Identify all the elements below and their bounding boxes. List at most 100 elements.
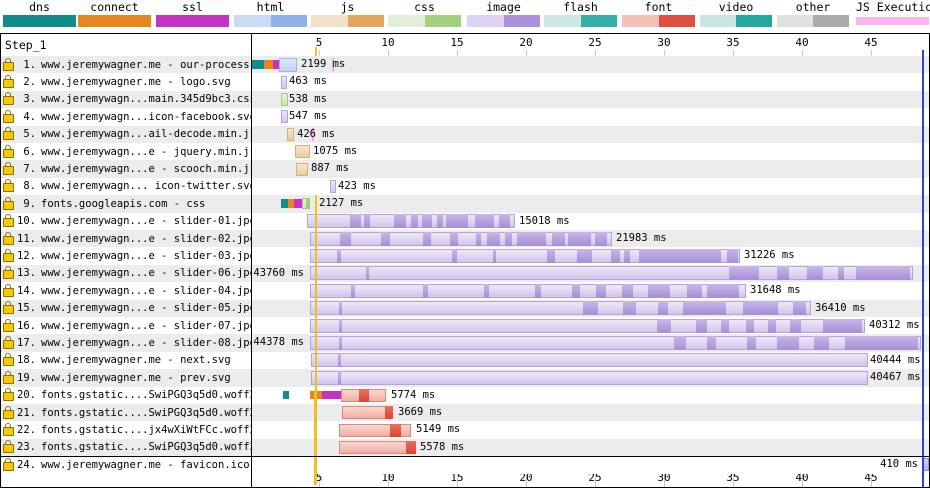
request-row[interactable]: 22. fonts.gstatic....jx4wXiWtFCc.woff2 <box>1 421 251 439</box>
request-row[interactable]: 18. www.jeremywagner.me - next.svg <box>1 351 251 370</box>
phase-segment-imgD <box>814 336 830 351</box>
waterfall-row[interactable]: 538 ms <box>252 90 929 109</box>
request-row[interactable]: 14. www.jeremywagn...e - slider-04.jpg <box>1 282 251 300</box>
phase-segment-font <box>339 440 416 454</box>
phase-segment-imgD <box>656 318 671 333</box>
request-url-label: fonts.gstatic....jx4wXiWtFCc.woff2 <box>41 424 251 437</box>
waterfall-row[interactable]: 5578 ms <box>252 438 929 457</box>
waterfall-row[interactable]: 40312 ms <box>252 317 929 335</box>
request-number: 15. <box>17 302 36 315</box>
phase-segment-imgD <box>571 283 581 298</box>
request-time-label: 44378 ms <box>253 336 304 349</box>
axis-tick-label-bottom: 45 <box>864 471 878 484</box>
request-time-label: 5149 ms <box>416 423 461 436</box>
legend-swatch-light <box>467 15 504 27</box>
request-row[interactable]: 11. www.jeremywagn...e - slider-02.jpg <box>1 230 251 248</box>
waterfall-row[interactable]: 887 ms <box>252 160 929 178</box>
waterfall-row[interactable]: 21983 ms <box>252 230 929 248</box>
request-number: 19. <box>17 371 36 384</box>
waterfall-row[interactable]: 44378 ms <box>252 334 929 352</box>
waterfall-row[interactable]: 43760 ms <box>252 264 929 283</box>
lock-icon <box>3 75 14 89</box>
legend-item-label: html <box>256 0 285 14</box>
request-row[interactable]: 23. fonts.gstatic....SwiPGQ3q5d0.woff2 <box>1 438 251 457</box>
waterfall-row[interactable]: 5149 ms <box>252 421 929 439</box>
waterfall-row[interactable]: 547 ms <box>252 108 929 126</box>
request-row[interactable]: 13. www.jeremywagn...e - slider-06.jpg <box>1 264 251 283</box>
request-url-label: www.jeremywagn...e - slider-08.jpg <box>41 337 251 350</box>
waterfall-row[interactable]: 15018 ms <box>252 212 929 230</box>
lock-icon <box>3 440 14 454</box>
request-row[interactable]: 3. www.jeremywagn...main.345d9bc3.css <box>1 90 251 109</box>
phase-segment-imgD <box>823 318 863 333</box>
phase-segment-imgD <box>837 266 844 281</box>
phase-segment-imgD <box>746 336 757 351</box>
request-time-label: 5774 ms <box>391 388 436 401</box>
waterfall-row[interactable]: 426 ms <box>252 125 929 143</box>
waterfall-row[interactable]: 31648 ms <box>252 282 929 300</box>
legend-item-label: video <box>718 0 754 14</box>
phase-segment-imgD <box>727 249 738 264</box>
phase-segment-imgD <box>499 214 510 229</box>
request-row[interactable]: 2. www.jeremywagner.me - logo.svg <box>1 73 251 91</box>
js-execution-tick <box>332 58 334 72</box>
phase-segment-imgD <box>337 353 341 368</box>
phase-segment-ssl <box>322 391 341 400</box>
legend-item-video: video <box>700 0 772 28</box>
request-number: 16. <box>17 319 36 332</box>
axis-tick-label-top: 40 <box>795 36 809 49</box>
legend-bar: dns connect ssl html js css image flash font vide… <box>0 0 930 32</box>
waterfall-row[interactable]: 463 ms <box>252 73 929 91</box>
waterfall-row[interactable]: 2199 ms <box>252 56 929 74</box>
request-time-label: 463 ms <box>289 75 327 88</box>
legend-item-ssl: ssl <box>156 0 229 28</box>
request-row[interactable]: 15. www.jeremywagn...e - slider-05.jpg <box>1 299 251 317</box>
waterfall-row[interactable]: 2127 ms <box>252 195 929 213</box>
request-row[interactable]: 20. fonts.gstatic....SwiPGQ3q5d0.woff2 <box>1 386 251 404</box>
request-row[interactable]: 4. www.jeremywagn...icon-facebook.svg <box>1 108 251 126</box>
request-row[interactable]: 19. www.jeremywagner.me - prev.svg <box>1 369 251 387</box>
request-row[interactable]: 12. www.jeremywagn...e - slider-03.jpg <box>1 247 251 265</box>
request-row[interactable]: 6. www.jeremywagn...e - jquery.min.js <box>1 143 251 161</box>
legend-swatch-light <box>777 15 813 27</box>
request-url-label: www.jeremywagn...e - slider-07.jpg <box>41 319 251 332</box>
request-number: 8. <box>23 180 36 193</box>
waterfall-row[interactable]: 40467 ms <box>252 369 929 387</box>
lock-icon <box>3 370 14 384</box>
request-row[interactable]: 5. www.jeremywagn...ail-decode.min.js <box>1 125 251 143</box>
waterfall-row[interactable]: 5774 ms <box>252 386 929 404</box>
request-row[interactable]: 1. www.jeremywagner.me - our-process <box>1 56 251 74</box>
legend-item-font: font <box>622 0 695 28</box>
request-row[interactable]: 16. www.jeremywagn...e - slider-07.jpg <box>1 317 251 335</box>
waterfall-row[interactable]: 410 ms <box>252 456 929 474</box>
waterfall-row[interactable]: 40444 ms <box>252 351 929 370</box>
waterfall-row[interactable]: 31226 ms <box>252 247 929 265</box>
request-row[interactable]: 21. fonts.gstatic....SwiPGQ3q5d0.woff2 <box>1 404 251 422</box>
request-row[interactable]: 8. www.jeremywagn... icon-twitter.svg <box>1 177 251 196</box>
request-number: 12. <box>17 250 36 263</box>
waterfall-row[interactable]: 423 ms <box>252 177 929 196</box>
request-number: 5. <box>23 128 36 141</box>
phase-segment-imgD <box>366 266 370 281</box>
request-time-label: 2127 ms <box>319 197 364 210</box>
request-row[interactable]: 17. www.jeremywagn...e - slider-08.jpg <box>1 334 251 352</box>
waterfall-row[interactable]: 1075 ms <box>252 143 929 161</box>
request-number: 4. <box>23 110 36 123</box>
request-row[interactable]: 9. fonts.googleapis.com - css <box>1 195 251 213</box>
request-row[interactable]: 7. www.jeremywagn...e - scooch.min.js <box>1 160 251 178</box>
axis-tick-label-bottom: 30 <box>657 471 671 484</box>
legend-item-dns: dns <box>3 0 76 28</box>
waterfall-row[interactable]: 36410 ms <box>252 299 929 317</box>
request-row[interactable]: 10. www.jeremywagn...e - slider-01.jpg <box>1 212 251 230</box>
legend-swatch <box>234 15 307 27</box>
legend-swatch-light <box>234 15 271 27</box>
legend-item-label: ssl <box>182 0 203 14</box>
axis-tick-label-top: 10 <box>381 36 395 49</box>
legend-item-label: JS Execution <box>856 0 930 14</box>
phase-segment-fontD <box>359 388 369 402</box>
phase-segment-imgD <box>611 249 620 264</box>
legend-swatch <box>544 15 617 27</box>
request-number: 23. <box>17 441 36 454</box>
request-row[interactable]: 24. www.jeremywagner.me - favicon.ico <box>1 456 251 474</box>
waterfall-row[interactable]: 3669 ms <box>252 404 929 422</box>
